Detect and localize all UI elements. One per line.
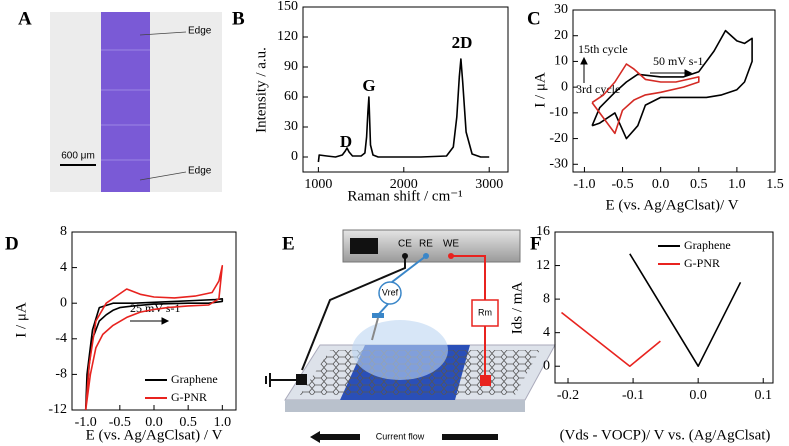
edge-label: Edge [188, 26, 212, 37]
data-line [591, 63, 700, 135]
annotation: 3rd cycle [576, 82, 620, 96]
x-tick-label: 0.5 [690, 177, 708, 192]
x-tick-label: -0.1 [622, 388, 644, 403]
y-tick-label: 4 [60, 260, 67, 275]
x-tick-label: -0.2 [557, 388, 579, 403]
data-line [591, 29, 753, 140]
x-tick-label: 1.0 [728, 177, 746, 192]
vref-label: Vref [382, 287, 399, 297]
y-axis-label: I / μA [13, 302, 29, 338]
panel-label: F [530, 233, 542, 254]
panel-label: A [18, 8, 32, 29]
y-tick-label: 10 [554, 54, 568, 69]
y-tick-label: 0 [543, 358, 550, 373]
x-tick-label: 0.5 [179, 415, 197, 430]
data-line [629, 253, 742, 367]
y-tick-label: 150 [277, 0, 298, 14]
x-axis-label: E (vs. Ag/AgClsat)/ V [605, 197, 738, 213]
x-tick-label: -1.0 [573, 177, 595, 192]
y-tick-label: 0 [291, 149, 298, 164]
y-tick-label: 30 [554, 2, 568, 17]
y-tick-label: 120 [277, 29, 298, 44]
y-tick-label: 0 [561, 79, 568, 94]
data-line [84, 265, 224, 411]
y-tick-label: -12 [48, 402, 67, 417]
y-tick-label: 0 [60, 295, 67, 310]
legend-label: G-PNR [171, 390, 207, 404]
plot-frame [302, 6, 509, 173]
x-axis-label: (Vds - VOCP)/ V vs. (Ag/AgClsat) [560, 427, 771, 443]
terminal-label: RE [419, 239, 433, 250]
plot-frame [572, 9, 776, 173]
annotation: 50 mV s-1 [653, 54, 703, 68]
x-tick-label: 0.0 [689, 388, 707, 403]
y-tick-label: 90 [284, 59, 298, 74]
y-tick-label: 20 [554, 28, 568, 43]
edge-label: Edge [188, 166, 212, 177]
scale-bar-label: 600 μm [61, 151, 95, 162]
y-tick-label: 30 [284, 119, 298, 134]
x-tick-label: -0.5 [109, 415, 131, 430]
y-tick-label: 12 [536, 258, 550, 273]
y-tick-label: 16 [536, 224, 550, 239]
y-tick-label: -10 [549, 105, 568, 120]
x-tick-label: 1.5 [766, 177, 784, 192]
x-axis-label: E (vs. Ag/AgClsat) / V [86, 427, 223, 443]
annotation: 2D [452, 33, 473, 52]
data-line [561, 311, 661, 367]
annotation: G [362, 76, 375, 95]
terminal-label: CE [398, 239, 412, 250]
y-axis-label: Ids / mA [509, 282, 525, 335]
y-axis-label: I / μA [532, 72, 548, 108]
y-axis-label: Intensity / a.u. [253, 47, 269, 133]
current-label: Current flow [376, 431, 425, 441]
x-tick-label: 1000 [304, 177, 332, 192]
x-tick-label: -0.5 [611, 177, 633, 192]
y-tick-label: -20 [549, 131, 568, 146]
x-axis-label: Raman shift / cm⁻¹ [347, 188, 462, 204]
legend-label: Graphene [171, 372, 218, 386]
x-tick-label: 0.1 [754, 388, 772, 403]
panel-label: C [527, 8, 541, 29]
x-tick-label: 0.0 [145, 415, 163, 430]
x-tick-label: 1.0 [214, 415, 232, 430]
y-tick-label: 60 [284, 89, 298, 104]
x-tick-label: 3000 [475, 177, 503, 192]
data-line [317, 58, 490, 163]
annotation: 15th cycle [578, 42, 628, 56]
panel-label: D [5, 233, 19, 254]
y-tick-label: 8 [60, 224, 67, 239]
plot-frame [554, 231, 774, 384]
micrograph [50, 12, 222, 192]
panel-label: E [282, 233, 295, 254]
legend-label: G-PNR [684, 256, 720, 270]
terminal-label: WE [443, 239, 459, 250]
rm-label: Rm [478, 307, 492, 317]
y-tick-label: 4 [543, 325, 550, 340]
panel-label: B [232, 8, 245, 29]
y-tick-label: -4 [55, 331, 67, 346]
x-tick-label: -1.0 [75, 415, 97, 430]
legend-label: Graphene [684, 238, 731, 252]
y-tick-label: 8 [543, 291, 550, 306]
annotation: D [340, 132, 352, 151]
x-tick-label: 0.0 [652, 177, 670, 192]
data-line [84, 298, 224, 411]
y-tick-label: -30 [549, 157, 568, 172]
x-tick-label: 2000 [390, 177, 418, 192]
annotation-arrows [130, 56, 693, 325]
y-tick-label: -8 [55, 367, 67, 382]
circuit-diagram [265, 229, 556, 443]
